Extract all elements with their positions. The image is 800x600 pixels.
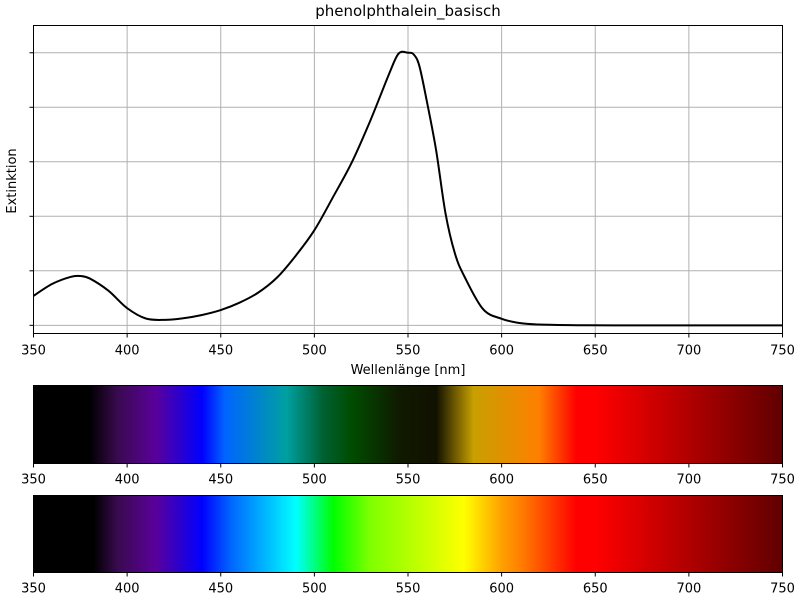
x-tick-label: 700 [676,344,701,359]
chart-title: phenolphthalein_basisch [315,2,501,21]
full-spectrum-bar: 350 400 450 500 550 600 650 700 750 [21,495,795,597]
absorbed-spectrum-bar: 350 400 450 500 550 600 650 700 750 [21,385,795,488]
bar-tick-label: 700 [676,582,701,597]
x-axis-label: Wellenlänge [nm] [351,363,466,378]
absorbed-spectrum-strip [33,385,783,464]
bar-tick-label: 550 [396,582,421,597]
bar-tick-label: 400 [115,582,140,597]
y-axis-ticks [29,52,34,326]
bar-tick-label: 550 [396,473,421,488]
bar-tick-label: 650 [583,582,608,597]
bar-tick-label: 350 [21,473,46,488]
bar-tick-label: 500 [302,473,327,488]
bar-tick-label: 450 [208,473,233,488]
bar-tick-label: 650 [583,473,608,488]
bar-tick-label: 700 [676,473,701,488]
x-tick-label: 600 [489,344,514,359]
bar-tick-label: 500 [302,582,327,597]
bar-tick-label: 600 [489,582,514,597]
x-tick-label: 450 [208,344,233,359]
bar2-x-ticks: 350 400 450 500 550 600 650 700 750 [21,572,795,597]
bar-tick-label: 600 [489,473,514,488]
x-tick-label: 750 [770,344,795,359]
bar-tick-label: 450 [208,582,233,597]
x-tick-label: 350 [21,344,46,359]
x-tick-label: 500 [302,344,327,359]
bar-tick-label: 750 [770,582,795,597]
absorption-spectrum-chart: phenolphthalein_basisch 350 400 450 500 550 6… [5,2,795,378]
bar-tick-label: 400 [115,473,140,488]
x-tick-label: 400 [115,344,140,359]
y-axis-label: Extinktion [5,148,20,213]
bar-tick-label: 750 [770,473,795,488]
grid [33,25,783,334]
x-tick-label: 650 [583,344,608,359]
bar1-x-ticks: 350 400 450 500 550 600 650 700 750 [21,463,795,488]
bar-tick-label: 350 [21,582,46,597]
absorbance-line [32,50,783,327]
full-spectrum-strip [33,495,783,573]
x-axis-ticks: 350 400 450 500 550 600 650 700 750 [21,333,795,359]
x-tick-label: 550 [396,344,421,359]
